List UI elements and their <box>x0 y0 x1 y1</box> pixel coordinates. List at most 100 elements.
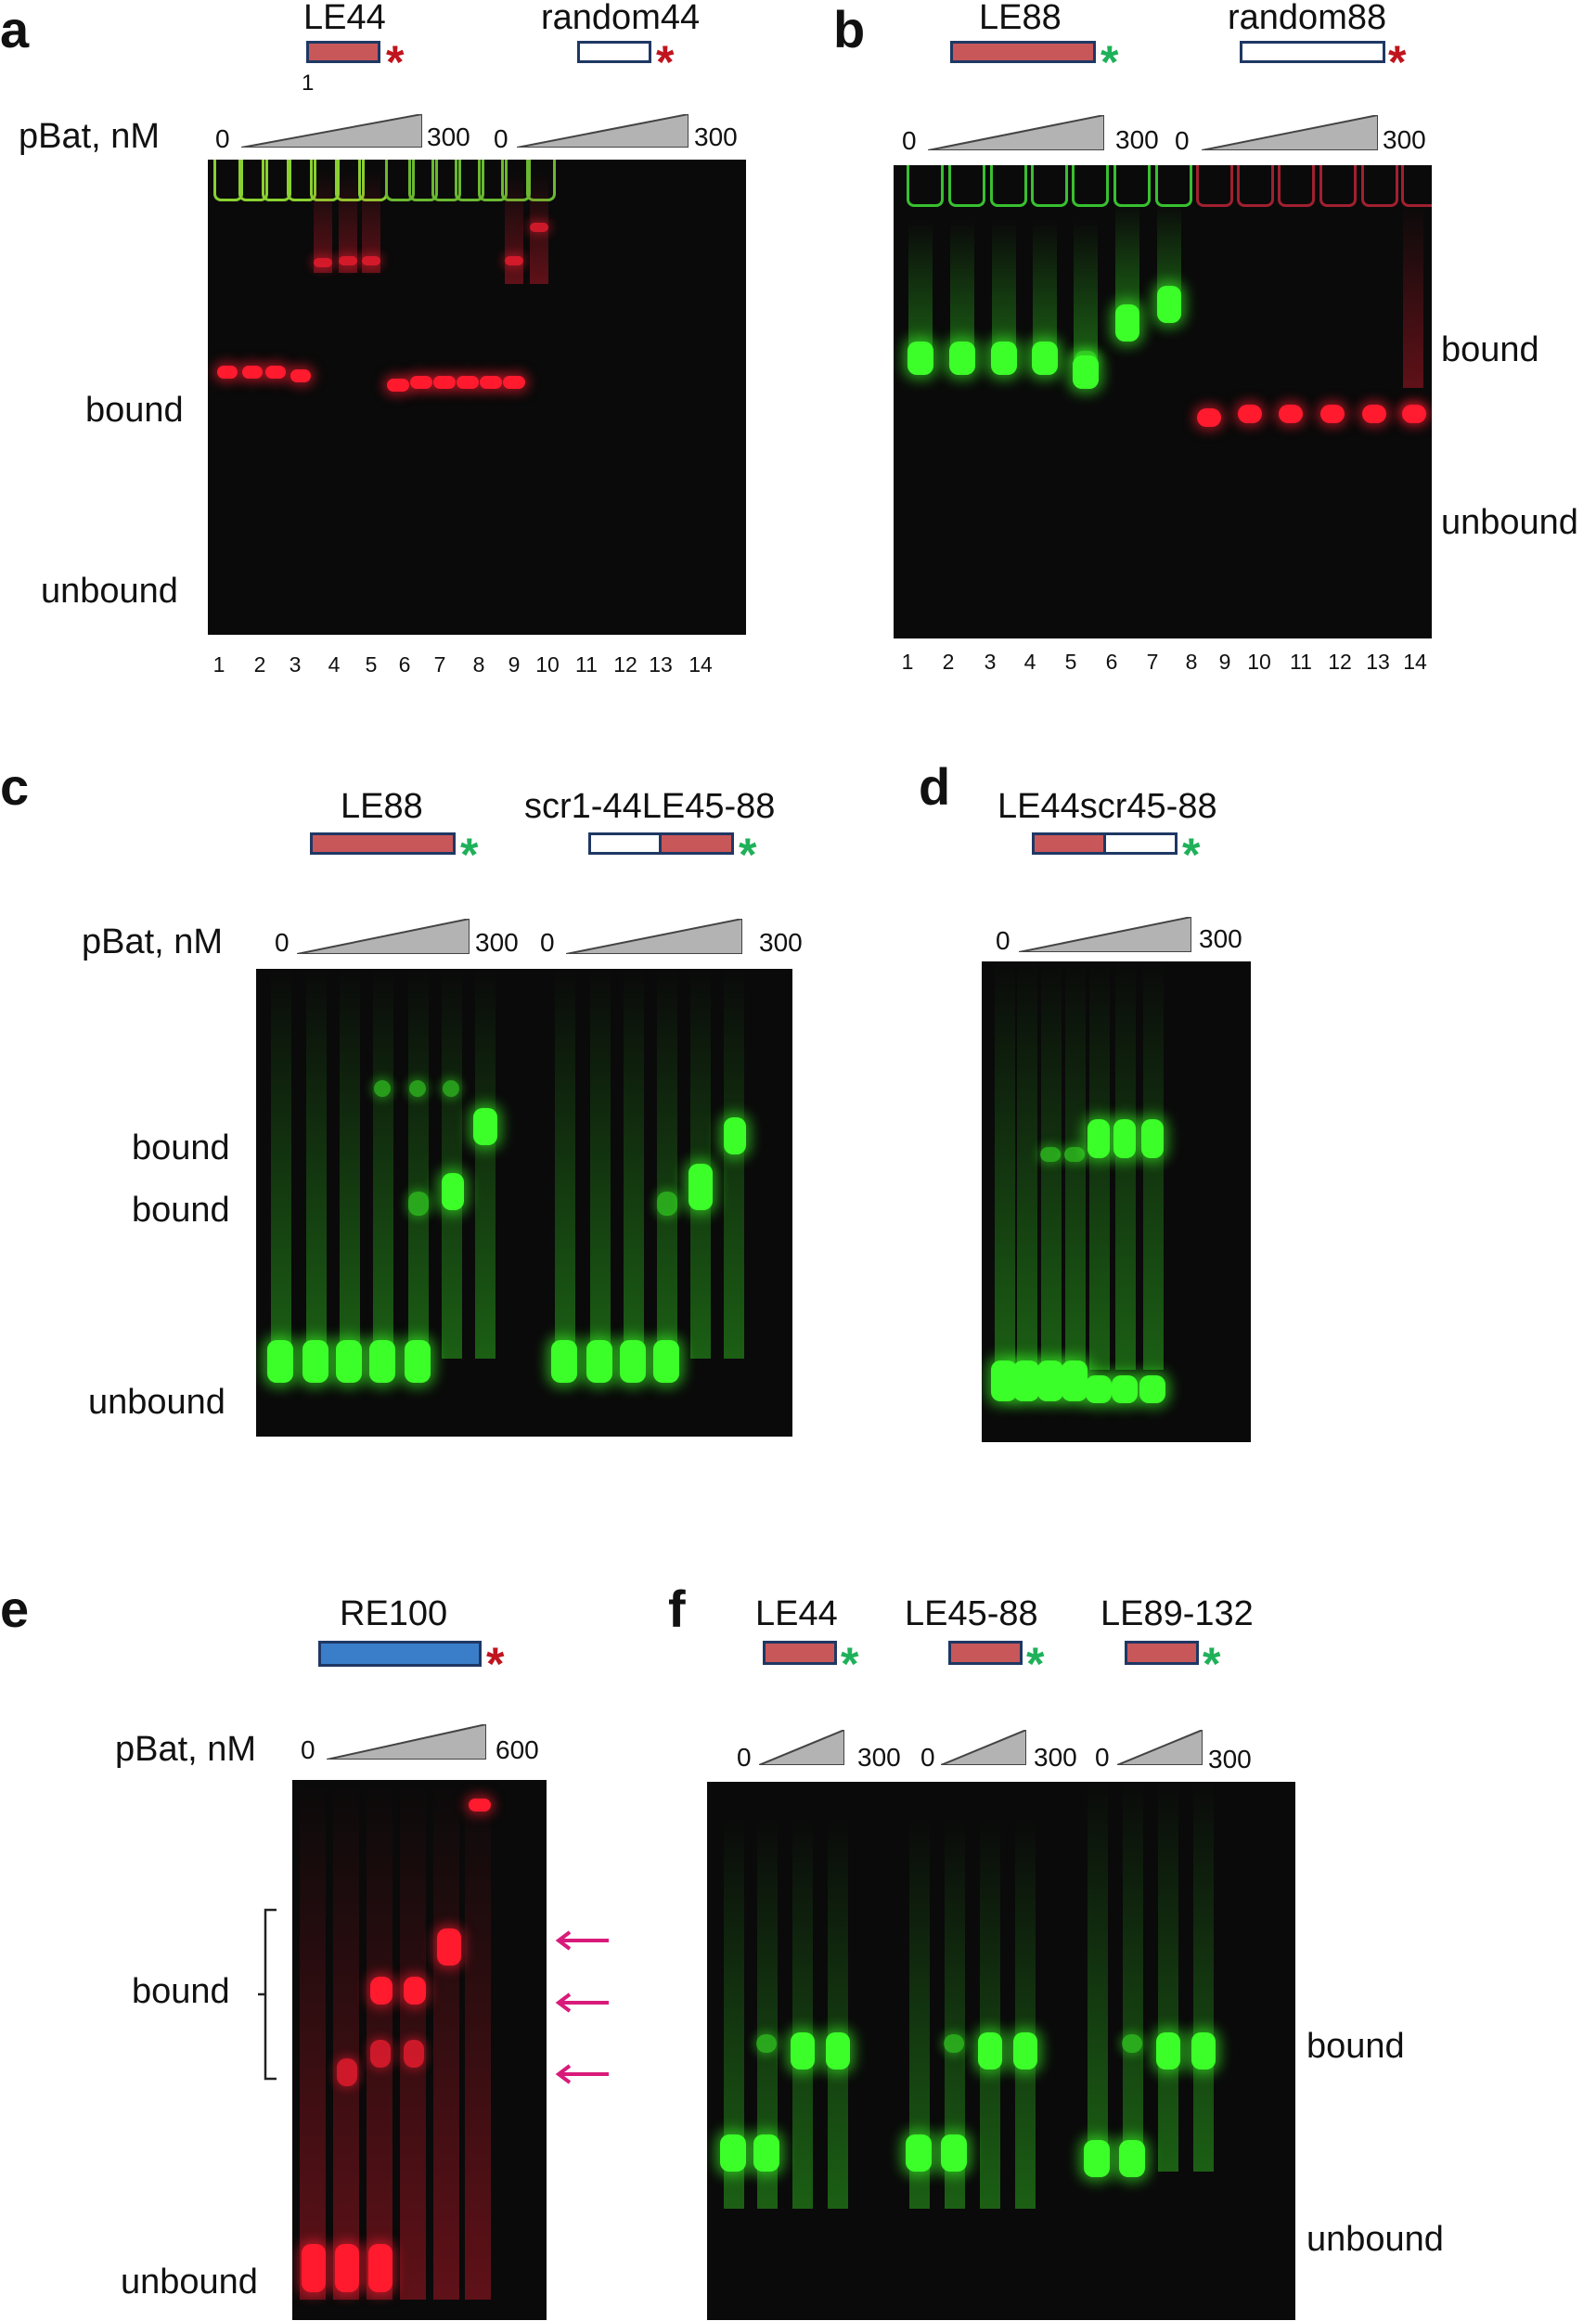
unbound-label: unbound <box>1306 2220 1444 2259</box>
unbound-band <box>991 1360 1017 1401</box>
green-label-star: * <box>1182 829 1201 881</box>
unbound-label: unbound <box>88 1383 225 1422</box>
construct-re100-title: RE100 <box>340 1594 448 1633</box>
bound-band <box>1156 2032 1180 2070</box>
bound-band <box>530 223 548 232</box>
unbound-band <box>991 342 1017 375</box>
unbound-band <box>653 1340 679 1383</box>
lane-smear <box>1143 961 1164 1370</box>
bound-label: bound <box>85 391 184 430</box>
bound-band <box>409 1080 426 1097</box>
lane-smear <box>433 1780 459 2300</box>
lane-smear <box>724 969 744 1359</box>
conc-high-label: 300 <box>759 928 803 957</box>
lane-smear <box>945 1819 965 2209</box>
bound-label: bound <box>1306 2027 1405 2066</box>
concentration-gradient-wedge <box>1117 1730 1203 1765</box>
unbound-band <box>1062 1360 1088 1401</box>
lane-number: 4 <box>1023 650 1036 674</box>
gel-well <box>262 160 291 201</box>
unbound-band <box>551 1340 577 1383</box>
lane-smear <box>373 969 393 1359</box>
conc-high-label: 300 <box>1383 125 1426 154</box>
bound-band <box>408 1192 429 1216</box>
construct-random88-title: random88 <box>1228 0 1387 37</box>
lane-smear <box>590 969 611 1359</box>
bound-band <box>978 2032 1002 2070</box>
lane-number: 13 <box>649 652 673 677</box>
lane-number: 5 <box>1064 650 1077 674</box>
gel-well <box>1361 165 1398 207</box>
construct-junction-divider <box>1103 832 1106 855</box>
construct-le44-bar <box>763 1641 837 1665</box>
unbound-band <box>387 379 409 392</box>
conc-high-label: 300 <box>1115 125 1159 154</box>
panel-a-label: a <box>0 0 30 58</box>
construct-le44scr45-88-title: LE44scr45-88 <box>998 787 1217 826</box>
conc-high-label: 300 <box>427 122 470 151</box>
conc-low-label: 0 <box>902 126 917 155</box>
lane-smear <box>333 1780 359 2300</box>
lane-number: 1 <box>901 650 914 674</box>
gel-well <box>310 160 340 201</box>
bound-band <box>1013 2032 1037 2070</box>
unbound-band <box>267 1340 293 1383</box>
gel-well <box>213 160 243 201</box>
lane-smear <box>828 1819 848 2209</box>
bound-arrow-icon <box>555 1930 609 1951</box>
green-label-star: * <box>460 829 479 881</box>
conc-high-label: 300 <box>1199 924 1242 953</box>
lane-smear <box>757 1819 778 2209</box>
gel-image-a <box>208 160 746 635</box>
lane-smear <box>362 171 380 273</box>
conc-low-label: 0 <box>540 928 555 957</box>
construct-scr1-44le45-88-title: scr1-44LE45-88 <box>524 787 776 826</box>
unbound-band <box>410 376 432 389</box>
bound-band <box>1157 286 1181 323</box>
lane-smear <box>340 969 360 1359</box>
gel-well <box>455 160 484 201</box>
gel-well <box>907 165 944 207</box>
lane-smear <box>1017 961 1037 1370</box>
unbound-band <box>1112 1375 1138 1403</box>
unbound-label: unbound <box>41 572 178 611</box>
unbound-band <box>720 2134 746 2172</box>
lane-smear <box>339 171 357 273</box>
bound-label-lower: bound <box>132 1191 230 1230</box>
lane-smear <box>980 1819 1000 2209</box>
panel-e-label: e <box>0 1580 30 1638</box>
lane-number: 9 <box>508 652 521 677</box>
red-label-star: * <box>386 36 405 88</box>
concentration-gradient-wedge <box>1019 917 1191 952</box>
unbound-band <box>405 1340 431 1383</box>
concentration-gradient-wedge <box>759 1730 844 1765</box>
gel-well <box>501 160 531 201</box>
construct-le88-title: LE88 <box>341 787 423 826</box>
panel-c-label: c <box>0 757 30 816</box>
conc-low-label: 0 <box>494 124 508 153</box>
unbound-band <box>906 2134 932 2172</box>
unbound-band <box>1197 408 1221 427</box>
lane-smear <box>1158 1782 1178 2172</box>
red-label-star: * <box>656 36 675 88</box>
bound-label: bound <box>1441 330 1539 369</box>
gel-well <box>1278 165 1315 207</box>
bound-band <box>473 1108 497 1145</box>
unbound-band <box>1362 405 1386 423</box>
bound-band <box>791 2032 815 2070</box>
unbound-band <box>290 369 311 382</box>
green-label-star: * <box>1203 1638 1221 1690</box>
unbound-band <box>941 2134 967 2172</box>
bound-label: bound <box>132 1972 230 2011</box>
conc-low-label: 0 <box>920 1743 935 1772</box>
unbound-band <box>503 376 525 389</box>
green-label-star: * <box>739 829 757 881</box>
lane-number: 2 <box>253 652 266 677</box>
lane-number: 5 <box>365 652 378 677</box>
lane-smear <box>724 1819 744 2209</box>
unbound-band <box>1084 2140 1110 2177</box>
conc-low-label: 0 <box>737 1743 752 1772</box>
unbound-label: unbound <box>121 2263 258 2302</box>
bound-band <box>1040 1147 1061 1162</box>
